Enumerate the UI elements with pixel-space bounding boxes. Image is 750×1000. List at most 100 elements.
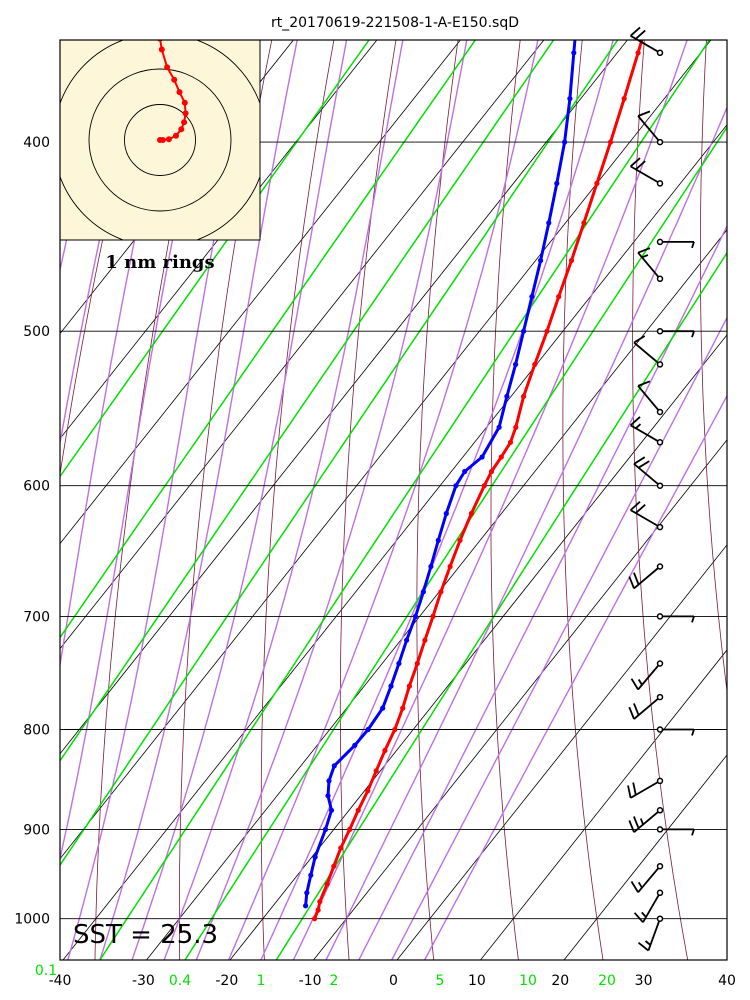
mixing-ratio-label: 5 (436, 973, 445, 989)
temperature-point (382, 747, 388, 754)
temperature-point (521, 393, 527, 399)
pressure-tick-label: 400 (23, 135, 50, 151)
hodograph-point (157, 137, 163, 143)
isotherm-line (146, 229, 727, 960)
dewpoint-point (308, 872, 314, 878)
temperature-point (324, 881, 330, 887)
temperature-point (556, 294, 562, 300)
wind-barb (633, 335, 664, 368)
temperature-tick-label: -30 (132, 973, 155, 989)
temperature-tick-label: 0 (389, 973, 398, 989)
temperature-point (513, 424, 519, 430)
temperature-tick-label: -40 (49, 973, 72, 989)
temperature-point (488, 468, 495, 475)
wind-barb (637, 110, 664, 146)
dewpoint-point (388, 683, 394, 689)
temperature-tick-label: 30 (635, 973, 653, 989)
mixing-ratio-line (60, 40, 619, 867)
wind-barb (656, 327, 695, 338)
dewpoint-point (328, 807, 335, 813)
temperature-point (457, 537, 463, 544)
dewpoint-point (496, 424, 502, 430)
dewpoint-point (380, 705, 386, 711)
dewpoint-point (546, 220, 552, 226)
dewpoint-point (576, 2, 581, 7)
wind-barbs (627, 26, 695, 952)
hodograph-point (158, 46, 165, 53)
dewpoint-point (331, 763, 337, 769)
mixing-ratio-line (184, 125, 727, 960)
mixing-ratio-label: 0.1 (35, 963, 57, 979)
wind-barb (656, 826, 695, 836)
plot-border (59, 39, 728, 961)
hodograph-point (181, 119, 188, 126)
temperature-tick-label: 20 (551, 973, 569, 989)
wind-barb (630, 416, 664, 446)
dewpoint-point (504, 393, 510, 399)
pressure-tick-label: 700 (23, 609, 50, 625)
temperature-point (331, 863, 337, 869)
sst-label: SST = 25.3 (73, 920, 218, 950)
dry-adiabat-line (260, 40, 335, 960)
moist-adiabat-line (60, 40, 180, 669)
isotherm-line (60, 40, 461, 545)
mixing-ratio-label: 2 (330, 973, 339, 989)
temperature-point (635, 50, 641, 56)
isotherm-line (62, 124, 727, 960)
pressure-tick-label: 1000 (14, 912, 50, 928)
isotherm-line (480, 649, 727, 960)
mixing-ratio-label: 0.4 (169, 973, 191, 989)
wind-barb (656, 613, 695, 623)
pressure-tick-label: 800 (23, 723, 50, 739)
temperature-point (594, 180, 600, 186)
temperature-point (312, 916, 318, 922)
hodograph-point (182, 110, 189, 117)
mixing-ratio-label: 10 (519, 973, 537, 989)
dewpoint-point (513, 361, 519, 367)
dewpoint-point (352, 742, 358, 748)
hodograph-point (171, 76, 178, 83)
mixing-ratio-label: 1 (257, 973, 266, 989)
wind-barb (628, 693, 664, 720)
axis-labels: 1002003004005006007008009001000-40-30-20… (14, 135, 736, 989)
dewpoint-point (404, 637, 410, 643)
profiles (303, 2, 644, 922)
dewpoint-point (562, 139, 568, 145)
dewpoint-point (365, 726, 371, 733)
dry-adiabat-line (490, 40, 521, 960)
dry-adiabat-line (60, 40, 149, 477)
pressure-tick-label: 900 (23, 822, 50, 838)
wind-barb (630, 26, 664, 57)
temperature-tick-label: -10 (299, 973, 322, 989)
dewpoint-point (396, 660, 402, 667)
temperature-point (317, 898, 323, 905)
hodograph-point (164, 64, 171, 71)
pressure-tick-label: 500 (23, 324, 50, 340)
wind-barb (627, 777, 664, 799)
hodograph-point (165, 136, 172, 143)
temperature-point (430, 613, 436, 620)
wind-barb (637, 380, 664, 416)
wind-barb (637, 915, 664, 952)
temperature-point (355, 807, 361, 813)
temperature-point (338, 845, 344, 851)
hodograph-ring (88, 68, 232, 212)
dewpoint-point (303, 903, 309, 909)
dry-adiabat-line (562, 40, 604, 960)
dry-adiabat-line (339, 40, 397, 960)
temperature-point (392, 726, 398, 733)
moist-adiabat-line (260, 40, 614, 960)
wind-barb (656, 238, 695, 249)
dewpoint-line (304, 40, 577, 906)
dewpoint-point (428, 563, 434, 570)
isotherm-line (563, 754, 727, 960)
moist-adiabat-line (423, 394, 727, 960)
dewpoint-point (443, 510, 449, 517)
hodograph-point (181, 99, 188, 106)
isotherm-line (60, 40, 712, 860)
mixing-ratio-line (275, 251, 727, 960)
temperature-point (544, 328, 550, 334)
background-lines (60, 40, 727, 960)
dewpoint-point (479, 454, 485, 460)
temperature-point (406, 683, 412, 689)
